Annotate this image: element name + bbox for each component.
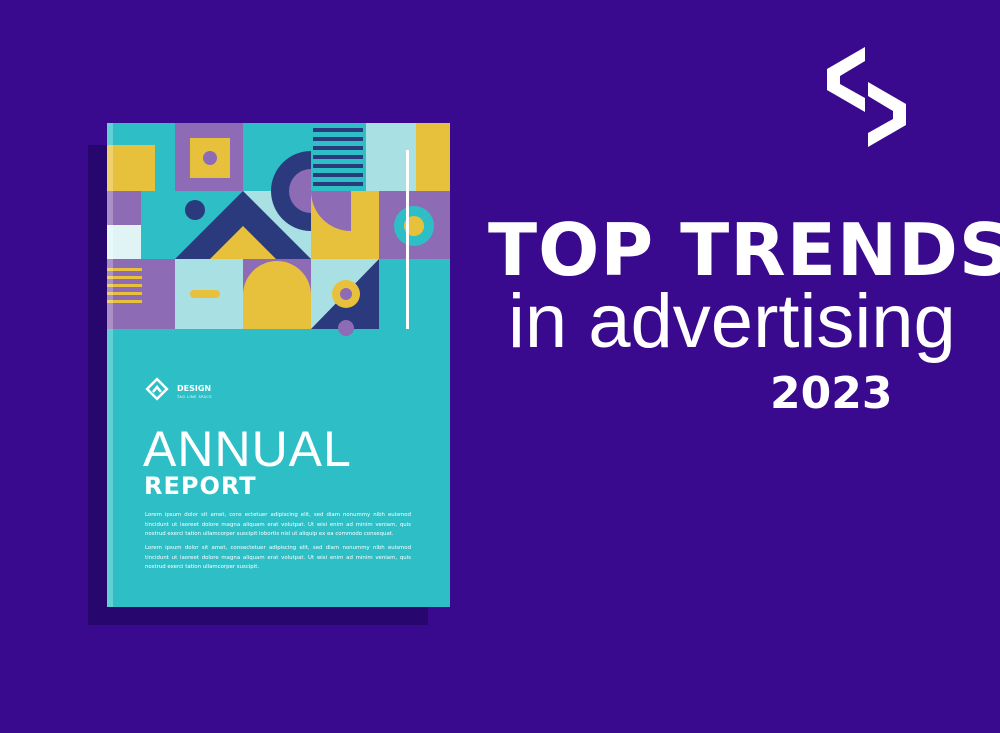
cover-title: ANNUAL	[143, 421, 352, 477]
cover-logo-name: DESIGN	[177, 384, 212, 393]
cover-subtitle: REPORT	[144, 472, 257, 500]
cover-logo-tagline: TAG LINE SPACE	[177, 395, 213, 399]
cover-paragraph: Lorem ipsum dolor sit amet, consectetuer…	[145, 545, 411, 570]
brand-logo	[827, 47, 906, 147]
cover-paragraph: Lorem ipsum dolor sit amet, cons ectetue…	[145, 512, 411, 537]
cover-pattern	[107, 123, 450, 336]
cover-logo	[145, 377, 169, 401]
year: 2023	[770, 368, 893, 419]
headline: TOP TRENDS	[488, 208, 1000, 292]
headline-sub: in advertising	[508, 279, 956, 364]
book-spine	[107, 123, 113, 607]
